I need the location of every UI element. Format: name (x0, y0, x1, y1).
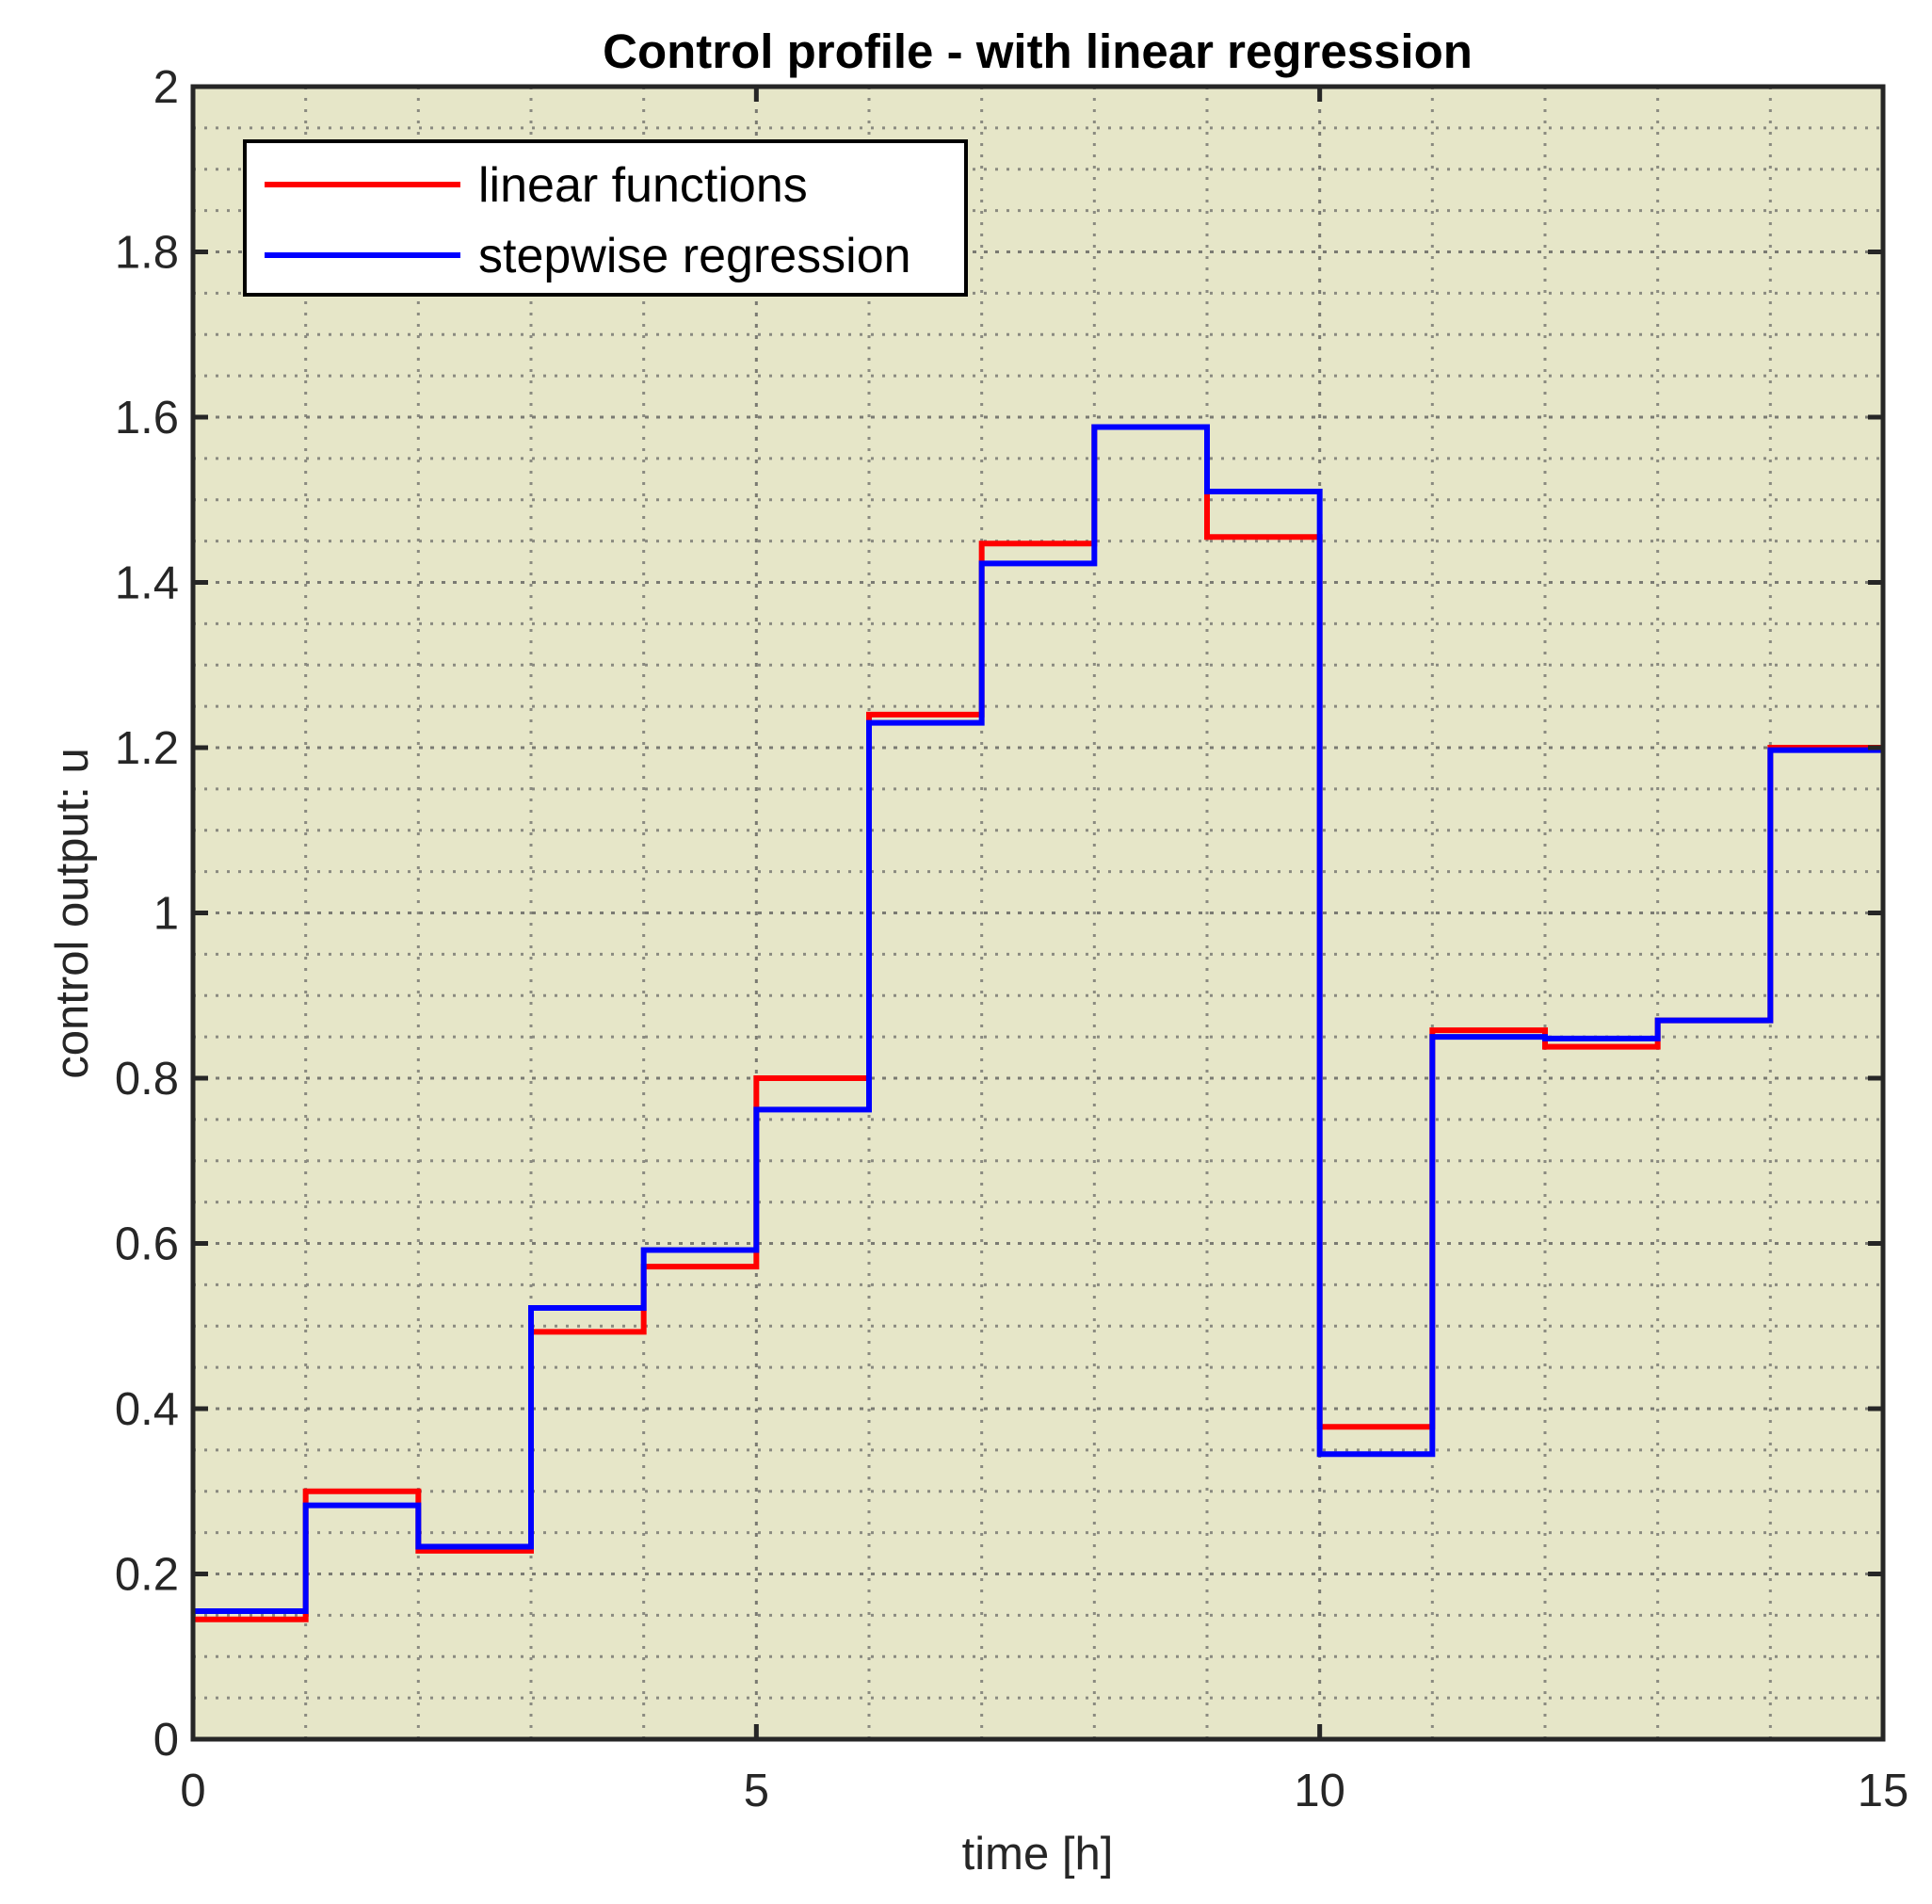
y-axis-label: control output: u (47, 748, 98, 1078)
linear-functions-series-line (193, 424, 1883, 1622)
y-tick-label: 2 (153, 62, 179, 113)
y-tick-label: 1.6 (115, 393, 179, 444)
y-tick-label: 1.4 (115, 558, 179, 609)
x-axis-label: time [h] (962, 1829, 1114, 1880)
series-layer (193, 424, 1883, 1622)
x-tick-label: 0 (180, 1766, 205, 1816)
plot-background (193, 87, 1883, 1739)
stepwise-regression-series-line (193, 424, 1883, 1614)
axis-ticks (190, 84, 1886, 1742)
chart-title: Control profile - with linear regression (603, 24, 1473, 78)
legend-box (243, 139, 968, 297)
legend: linear functions stepwise regression (243, 139, 968, 297)
y-tick-label: 0 (153, 1715, 179, 1766)
y-tick-label: 0.6 (115, 1219, 179, 1270)
x-tick-label: 15 (1858, 1766, 1909, 1816)
x-tick-labels: 0 5 10 15 (180, 1766, 1908, 1816)
y-tick-label: 0.2 (115, 1550, 179, 1601)
legend-label-stepwise-regression: stepwise regression (478, 229, 911, 283)
y-tick-label: 1.2 (115, 723, 179, 774)
legend-label-linear-functions: linear functions (478, 158, 808, 213)
y-tick-labels: 0 0.2 0.4 0.6 0.8 1 1.2 1.4 1.6 1.8 2 (115, 62, 179, 1766)
y-tick-label: 1.8 (115, 228, 179, 279)
y-tick-label: 0.8 (115, 1054, 179, 1105)
x-tick-label: 10 (1294, 1766, 1345, 1816)
x-tick-label: 5 (744, 1766, 769, 1816)
y-tick-label: 0.4 (115, 1384, 179, 1435)
y-tick-label: 1 (153, 889, 179, 940)
